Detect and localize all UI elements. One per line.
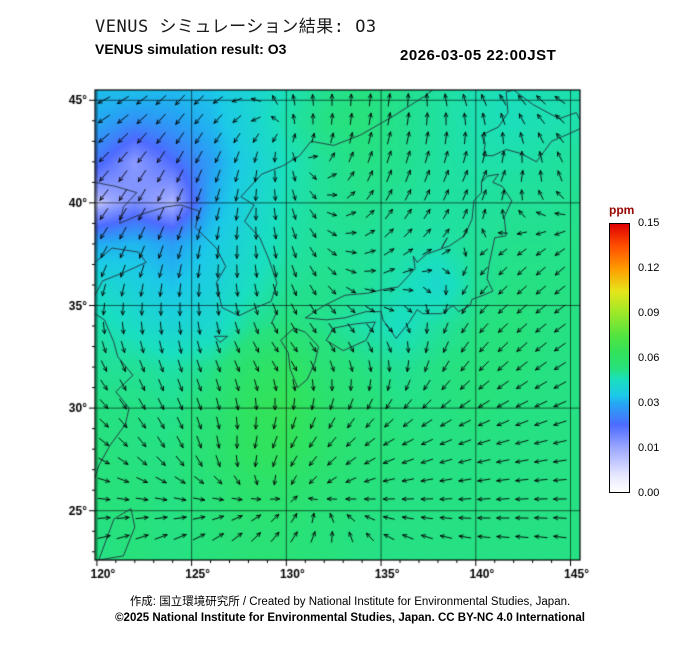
colorbar-tick-label: 0.01	[638, 442, 660, 454]
colorbar-gradient	[609, 223, 630, 493]
colorbar-tick-label: 0.03	[638, 397, 660, 409]
colorbar-tick-label: 0.12	[638, 262, 660, 274]
colorbar-tick-label: 0.15	[638, 217, 660, 229]
title-japanese: VENUS シミュレーション結果: O3	[95, 17, 377, 37]
timestamp: 2026-03-05 22:00JST	[400, 47, 557, 64]
copyright-line: ©2025 National Institute for Environment…	[115, 612, 585, 624]
credit-line: 作成: 国立環境研究所 / Created by National Instit…	[129, 596, 571, 608]
footer: 作成: 国立環境研究所 / Created by National Instit…	[0, 593, 700, 624]
colorbar-tick-label: 0.06	[638, 352, 660, 364]
colorbar-tick-label: 0.00	[638, 487, 660, 499]
title-english: VENUS simulation result: O3	[95, 41, 287, 57]
colorbar-unit-label: ppm	[609, 203, 635, 217]
colorbar-tick-label: 0.09	[638, 307, 660, 319]
colorbar: ppm 0.00 0.01 0.03 0.06 0.09 0.12 0.15	[606, 203, 698, 513]
